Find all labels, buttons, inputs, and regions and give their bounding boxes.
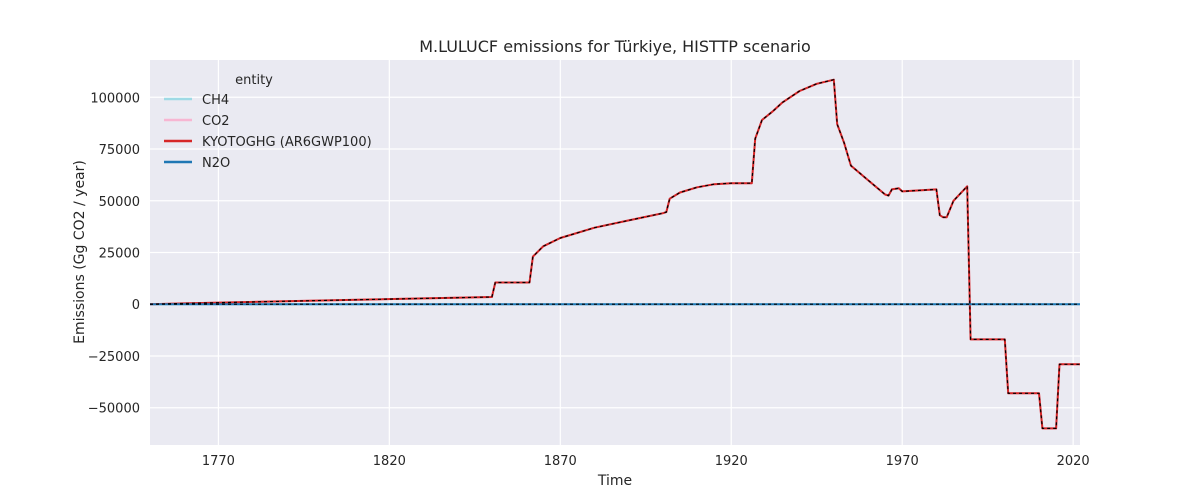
- y-tick-label: 0: [132, 298, 140, 313]
- x-tick-label: 1770: [202, 454, 235, 469]
- legend-item-kyotoghg-ar6gwp100: KYOTOGHG (AR6GWP100): [164, 135, 372, 150]
- y-tick-label: −25000: [88, 350, 140, 365]
- legend-item-n2o: N2O: [164, 156, 230, 171]
- legend-label: CO2: [202, 114, 230, 129]
- series-layer: [149, 78, 1080, 430]
- y-tick-label: 50000: [99, 195, 140, 210]
- legend-label: N2O: [202, 156, 230, 171]
- legend-item-ch4: CH4: [164, 93, 229, 108]
- y-tick-label: 100000: [90, 91, 140, 106]
- x-tick-label: 1970: [886, 454, 919, 469]
- legend: entity CH4 CO2 KYOTOGHG (AR6GWP100) N2O: [164, 73, 372, 171]
- chart-title: M.LULUCF emissions for Türkiye, HISTTP s…: [419, 37, 811, 56]
- legend-label: CH4: [202, 93, 229, 108]
- legend-title: entity: [235, 73, 273, 88]
- legend-item-co2: CO2: [164, 114, 230, 129]
- x-tick-label: 1920: [715, 454, 748, 469]
- x-tick-label: 1820: [373, 454, 406, 469]
- y-tick-label: 25000: [99, 247, 140, 262]
- x-tick-labels: 1770 1820 1870 1920 1970 2020: [202, 454, 1090, 469]
- x-tick-label: 1870: [544, 454, 577, 469]
- y-tick-label: 75000: [99, 143, 140, 158]
- x-axis-label: Time: [597, 473, 632, 489]
- y-axis-label: Emissions (Gg CO2 / year): [72, 160, 88, 344]
- legend-label: KYOTOGHG (AR6GWP100): [202, 135, 372, 150]
- x-tick-label: 2020: [1057, 454, 1090, 469]
- y-tick-labels: −50000 −25000 0 25000 50000 75000 100000: [88, 91, 140, 416]
- y-tick-label: −50000: [88, 402, 140, 417]
- dashed-overlay-line: [149, 78, 1080, 429]
